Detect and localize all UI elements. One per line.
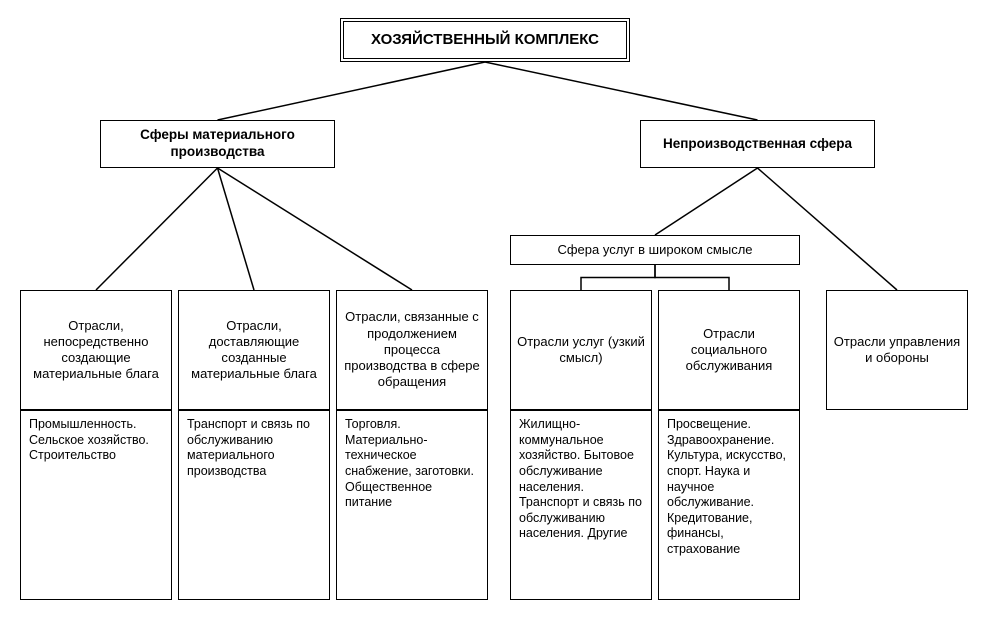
- node-detail-5: Просвещение. Здравоохранение. Культура, …: [658, 410, 800, 600]
- node-detail-4: Жилищно-коммунальное хозяйство. Бытовое …: [510, 410, 652, 600]
- node-branch-5: Отрасли социального обслуживания: [658, 290, 800, 410]
- node-material-sphere: Сферы материального производства: [100, 120, 335, 168]
- node-branch-4: Отрасли услуг (узкий смысл): [510, 290, 652, 410]
- node-detail-3: Торговля. Материально-техническое снабже…: [336, 410, 488, 600]
- node-root: ХОЗЯЙСТВЕННЫЙ КОМПЛЕКС: [340, 18, 630, 62]
- diagram-container: ХОЗЯЙСТВЕННЫЙ КОМПЛЕКС Сферы материально…: [0, 0, 989, 622]
- node-services-broad: Сфера услуг в широком смысле: [510, 235, 800, 265]
- node-branch-6: Отрасли управления и обороны: [826, 290, 968, 410]
- node-branch-3: Отрасли, связанные с продолжением процес…: [336, 290, 488, 410]
- node-detail-2: Транспорт и связь по обслуживанию матери…: [178, 410, 330, 600]
- node-nonproduction-sphere: Непроизводственная сфера: [640, 120, 875, 168]
- node-branch-1: Отрасли, непосредственно создающие матер…: [20, 290, 172, 410]
- node-detail-1: Промышленность. Сельское хозяйство. Стро…: [20, 410, 172, 600]
- node-branch-2: Отрасли, доставляющие созданные материал…: [178, 290, 330, 410]
